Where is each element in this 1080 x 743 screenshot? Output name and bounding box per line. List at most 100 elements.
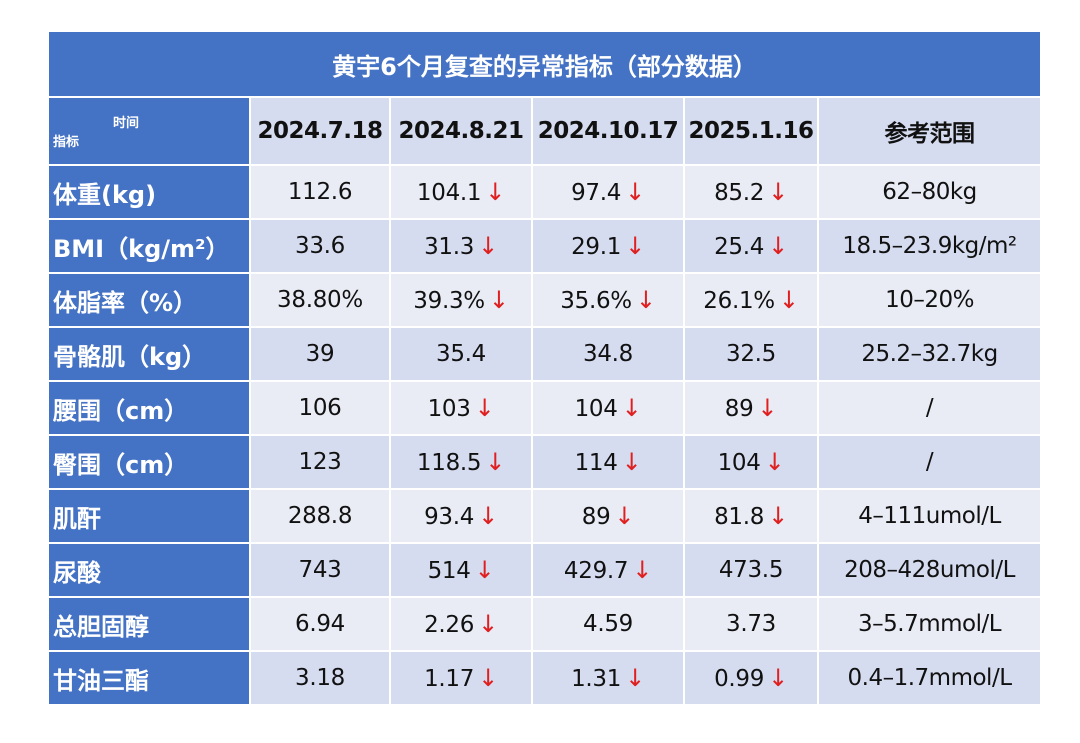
decrease-arrow-icon: ↓ [768,664,788,692]
row-label: 总胆固醇 [47,596,251,652]
row-label: 骨骼肌（kg） [47,326,251,382]
column-header-date-2: 2024.8.21 [389,96,533,166]
row-label: 体脂率（%） [47,272,251,328]
table-row: 甘油三酯 3.18 1.17 ↓ 1.31 ↓ 0.99 ↓ 0.4–1.7mmol/L [47,650,1043,706]
reference-range-cell: 208–428umol/L [816,542,1043,598]
row-label: 肌酐 [47,488,251,544]
value-cell: 104.1 ↓ [389,164,533,220]
table-title: 黄宇6个月复查的异常指标（部分数据） [46,30,1043,98]
table-row: 尿酸 743 514 ↓ 429.7 ↓ 473.5 208–428umol/L [47,542,1043,598]
value-text: 104.1 [416,180,482,206]
row-label: 尿酸 [47,542,251,598]
value-cell: 2.26 ↓ [389,596,533,652]
value-text: 4.59 [582,611,633,637]
row-label: 体重(kg) [47,164,251,220]
corner-metric-label: 指标 [53,135,80,150]
value-cell: 106 [249,380,391,436]
table-row: 臀围（cm） 123 118.5 ↓ 114 ↓ 104 ↓ / [47,434,1043,490]
value-text: 1.31 [571,666,622,692]
decrease-arrow-icon: ↓ [478,610,498,638]
value-cell: 31.3 ↓ [389,218,533,274]
column-header-date-4: 2025.1.16 [683,96,819,166]
value-cell: 1.31 ↓ [531,650,685,706]
row-label: 臀围（cm） [47,434,251,490]
reference-range-cell: 10–20% [816,272,1043,328]
decrease-arrow-icon: ↓ [478,232,498,260]
decrease-arrow-icon: ↓ [768,502,788,530]
value-text: 25.4 [714,234,765,260]
value-text: 35.6% [560,288,632,314]
decrease-arrow-icon: ↓ [488,286,509,314]
value-text: 34.8 [582,341,633,367]
value-cell: 103 ↓ [389,380,533,436]
value-cell: 288.8 [249,488,391,544]
row-label: BMI（kg/m²） [47,218,251,274]
value-cell: 514 ↓ [389,542,533,598]
reference-range-cell: 25.2–32.7kg [816,326,1043,382]
decrease-arrow-icon: ↓ [621,448,642,476]
decrease-arrow-icon: ↓ [621,394,642,422]
value-text: 39.3% [413,288,485,314]
value-cell: 4.59 [531,596,685,652]
row-label: 腰围（cm） [47,380,251,436]
value-cell: 38.80% [249,272,391,328]
abnormal-indicators-table: 黄宇6个月复查的异常指标（部分数据） 时间 指标 2024.7.18 2024.… [46,30,1043,706]
reference-range-cell: / [816,380,1043,436]
decrease-arrow-icon: ↓ [768,232,788,260]
table-row: 腰围（cm） 106 103 ↓ 104 ↓ 89 ↓ / [47,380,1043,436]
value-cell: 6.94 [249,596,391,652]
decrease-arrow-icon: ↓ [485,178,506,206]
table-row: 骨骼肌（kg） 39 35.4 34.8 32.5 25.2–32.7kg [47,326,1043,382]
table-row: 体脂率（%） 38.80% 39.3% ↓ 35.6% ↓ 26.1% ↓ 10–20% [47,272,1043,328]
decrease-arrow-icon: ↓ [625,178,645,206]
value-cell: 123 [249,434,391,490]
decrease-arrow-icon: ↓ [474,556,495,584]
decrease-arrow-icon: ↓ [625,232,645,260]
value-text: 6.94 [294,611,345,637]
value-cell: 3.18 [249,650,391,706]
value-text: 104 [717,450,761,476]
value-text: 93.4 [424,504,475,530]
value-cell: 89 ↓ [531,488,685,544]
value-text: 81.8 [714,504,765,530]
value-cell: 89 ↓ [683,380,819,436]
value-cell: 85.2 ↓ [683,164,819,220]
header-row: 时间 指标 2024.7.18 2024.8.21 2024.10.17 202… [47,96,1043,166]
value-cell: 35.6% ↓ [531,272,685,328]
decrease-arrow-icon: ↓ [478,502,498,530]
value-cell: 97.4 ↓ [531,164,685,220]
value-cell: 26.1% ↓ [683,272,819,328]
value-cell: 473.5 [683,542,819,598]
column-header-date-3: 2024.10.17 [531,96,685,166]
decrease-arrow-icon: ↓ [635,286,656,314]
value-cell: 104 ↓ [531,380,685,436]
value-text: 743 [298,557,342,583]
value-cell: 429.7 ↓ [531,542,685,598]
value-text: 112.6 [287,179,353,205]
column-header-reference-range: 参考范围 [816,96,1043,166]
value-text: 288.8 [287,503,353,529]
reference-range-cell: 0.4–1.7mmol/L [816,650,1043,706]
decrease-arrow-icon: ↓ [768,178,788,206]
value-cell: 33.6 [249,218,391,274]
decrease-arrow-icon: ↓ [632,556,653,584]
value-text: 97.4 [571,180,622,206]
decrease-arrow-icon: ↓ [778,286,799,314]
value-text: 29.1 [571,234,622,260]
value-text: 104 [574,396,618,422]
value-text: 38.80% [277,287,363,313]
value-text: 89 [581,504,611,530]
value-cell: 3.73 [683,596,819,652]
value-cell: 104 ↓ [683,434,819,490]
value-cell: 93.4 ↓ [389,488,533,544]
value-cell: 112.6 [249,164,391,220]
value-text: 429.7 [563,558,629,584]
value-text: 85.2 [714,180,765,206]
table-row: 总胆固醇 6.94 2.26 ↓ 4.59 3.73 3–5.7mmol/L [47,596,1043,652]
table-row: 体重(kg) 112.6 104.1 ↓ 97.4 ↓ 85.2 ↓ 62–80kg [47,164,1043,220]
value-text: 118.5 [416,450,482,476]
reference-range-cell: 4–111umol/L [816,488,1043,544]
reference-range-cell: / [816,434,1043,490]
decrease-arrow-icon: ↓ [485,448,506,476]
decrease-arrow-icon: ↓ [474,394,495,422]
